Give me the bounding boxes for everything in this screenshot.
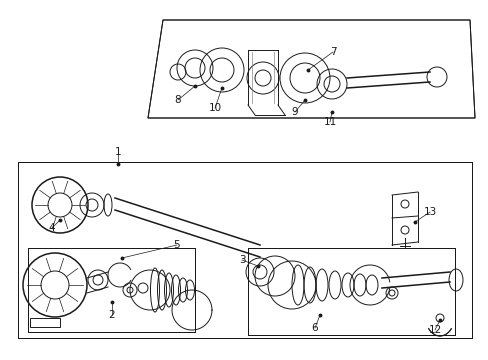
Bar bbox=[18, 162, 471, 338]
Text: 7: 7 bbox=[329, 47, 336, 57]
Bar bbox=[247, 248, 454, 335]
Text: 3: 3 bbox=[238, 255, 245, 265]
Bar bbox=[28, 248, 195, 332]
Text: 8: 8 bbox=[174, 95, 181, 105]
Text: 11: 11 bbox=[323, 117, 336, 127]
Text: 4: 4 bbox=[49, 223, 55, 233]
Text: 5: 5 bbox=[173, 240, 180, 250]
Text: 2: 2 bbox=[108, 310, 115, 320]
Text: 9: 9 bbox=[291, 107, 298, 117]
Bar bbox=[28, 248, 195, 332]
Text: 6: 6 bbox=[311, 323, 318, 333]
Bar bbox=[30, 318, 60, 327]
Polygon shape bbox=[148, 20, 474, 118]
Circle shape bbox=[435, 314, 443, 322]
Bar bbox=[18, 162, 471, 338]
Bar bbox=[247, 248, 454, 335]
Text: 12: 12 bbox=[427, 325, 441, 335]
Text: 1: 1 bbox=[115, 147, 121, 157]
Text: 13: 13 bbox=[423, 207, 436, 217]
Text: 10: 10 bbox=[208, 103, 221, 113]
